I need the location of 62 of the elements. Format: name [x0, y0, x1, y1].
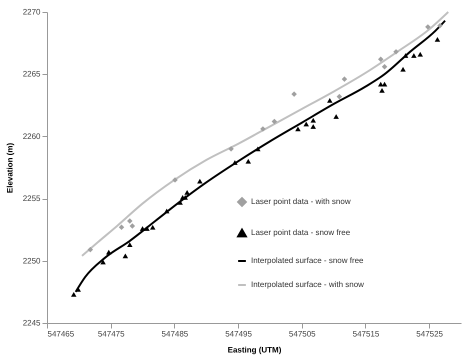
- y-tick-label: 2245: [22, 318, 42, 328]
- line-series: [81, 11, 450, 257]
- y-tick-label: 2250: [22, 256, 42, 266]
- legend-label: Laser point data - with snow: [251, 197, 351, 206]
- point: [150, 224, 156, 230]
- point: [434, 36, 440, 42]
- point: [378, 56, 384, 62]
- point: [310, 124, 316, 129]
- point: [140, 226, 146, 231]
- point: [164, 208, 170, 214]
- point: [232, 160, 238, 165]
- y-tick-label: 2265: [22, 70, 42, 79]
- point: [122, 253, 128, 258]
- y-tick-label: 2270: [22, 8, 42, 16]
- point: [71, 292, 76, 297]
- point: [197, 178, 203, 184]
- x-tick-label: 547465: [48, 330, 75, 338]
- point: [144, 226, 150, 231]
- y-tick-label: 2255: [22, 194, 42, 204]
- y-axis-title: Elevation (m): [6, 142, 15, 194]
- x-tick-label: 547495: [225, 330, 252, 338]
- point: [118, 224, 124, 230]
- point: [177, 200, 183, 205]
- x-tick-label: 547485: [162, 330, 189, 338]
- point: [106, 250, 112, 254]
- point: [336, 94, 342, 100]
- point: [228, 146, 234, 152]
- point: [295, 126, 301, 132]
- point: [260, 126, 266, 132]
- point: [327, 98, 333, 103]
- legend-label: Laser point data - snow free: [251, 228, 351, 237]
- point: [382, 64, 388, 70]
- point: [130, 223, 136, 229]
- point: [291, 91, 297, 97]
- y-tick-label: 2260: [22, 132, 42, 141]
- point: [272, 118, 278, 124]
- point: [246, 158, 252, 164]
- point: [255, 146, 261, 152]
- x-tick-label: 547505: [288, 330, 316, 338]
- point: [333, 114, 339, 119]
- point: [342, 76, 348, 82]
- point: [400, 66, 406, 72]
- x-tick-label: 547475: [98, 330, 126, 338]
- point: [437, 22, 443, 28]
- point: [127, 218, 133, 224]
- point: [411, 53, 417, 58]
- point: [127, 242, 133, 247]
- point: [378, 82, 384, 87]
- point: [303, 122, 309, 126]
- point: [184, 190, 190, 195]
- point: [88, 246, 94, 252]
- legend-label: Interpolated surface - snow free: [251, 256, 364, 265]
- point: [393, 49, 399, 55]
- point: [418, 52, 423, 57]
- point: [425, 24, 431, 30]
- point: [100, 260, 106, 264]
- legend-label: Interpolated surface - with snow: [251, 280, 364, 289]
- point: [310, 118, 316, 123]
- point: [172, 177, 178, 183]
- x-tick-label: 547515: [352, 330, 380, 338]
- x-tick-label: 547525: [416, 330, 444, 338]
- x-axis-title: Easting (UTM): [228, 346, 282, 354]
